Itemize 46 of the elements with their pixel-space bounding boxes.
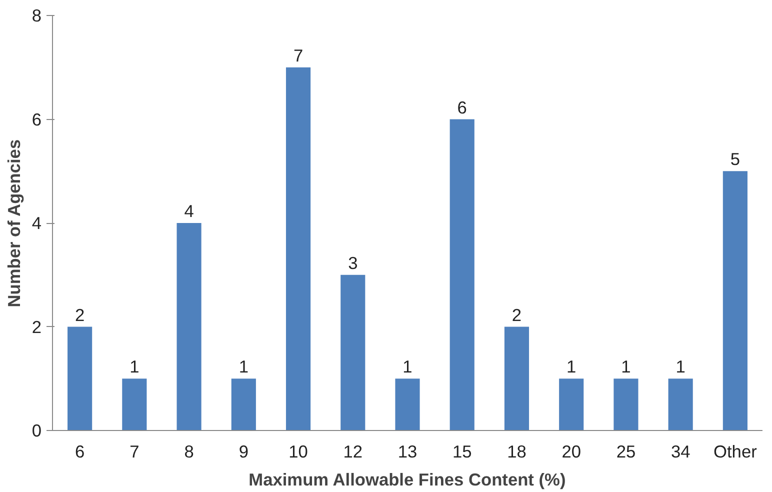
x-tick-label: 34 <box>670 442 691 462</box>
x-tick-label: 15 <box>452 442 472 462</box>
data-label: 3 <box>348 252 358 273</box>
bar <box>668 378 693 430</box>
bar <box>450 119 474 430</box>
data-label: 1 <box>621 356 631 377</box>
x-tick-label: 18 <box>507 442 526 462</box>
bar <box>340 274 366 430</box>
bar <box>122 378 147 430</box>
data-label: 7 <box>293 45 304 66</box>
x-tick-label: 25 <box>616 442 636 462</box>
data-label: 1 <box>130 356 140 377</box>
x-axis-title: Maximum Allowable Fines Content (%) <box>248 470 566 490</box>
data-label: 5 <box>730 149 740 170</box>
x-tick-label: 9 <box>238 442 248 462</box>
bar <box>176 223 202 430</box>
x-tick-label: 8 <box>184 442 194 462</box>
bar <box>504 326 530 430</box>
data-label: 2 <box>512 304 522 325</box>
data-label: 1 <box>402 356 412 377</box>
bar <box>395 378 420 430</box>
data-label: 6 <box>457 97 467 118</box>
y-axis-title: Number of Agencies <box>4 139 24 308</box>
data-label: 2 <box>74 304 85 325</box>
bar <box>722 171 748 430</box>
bar <box>559 378 584 430</box>
x-tick-label: 13 <box>398 442 418 462</box>
y-tick-label: 4 <box>32 213 42 233</box>
y-tick-label: 8 <box>32 6 42 26</box>
bar <box>614 378 638 430</box>
x-tick-label: Other <box>714 442 758 462</box>
data-label: 1 <box>238 356 248 377</box>
y-tick-label: 0 <box>32 420 42 440</box>
x-tick-label: 10 <box>288 442 308 462</box>
x-tick-label: 12 <box>343 442 363 462</box>
bar <box>68 326 92 430</box>
y-tick-label: 2 <box>32 316 42 337</box>
bar <box>231 378 256 430</box>
bar <box>286 67 311 430</box>
data-label: 1 <box>676 356 686 377</box>
data-label: 4 <box>184 201 194 221</box>
x-tick-label: 6 <box>74 442 85 462</box>
x-tick-label: 20 <box>562 442 581 462</box>
y-tick-label: 6 <box>32 109 42 130</box>
data-label: 1 <box>566 356 576 377</box>
x-tick-label: 7 <box>130 442 140 462</box>
